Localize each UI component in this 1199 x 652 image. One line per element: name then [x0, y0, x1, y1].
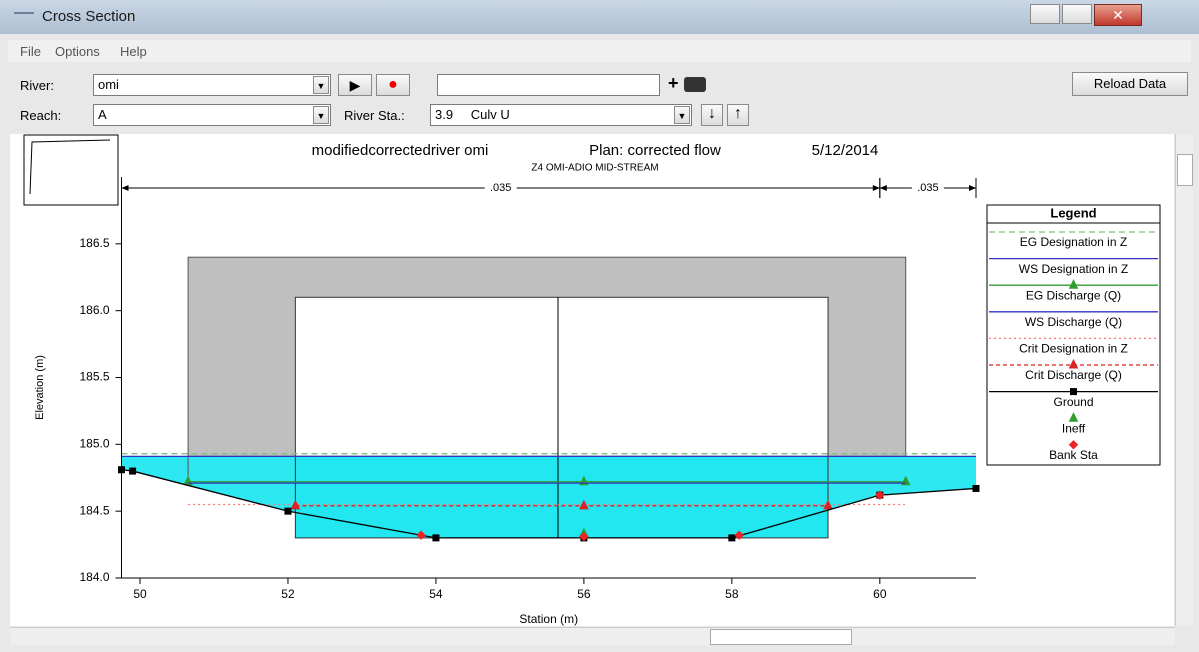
x-tick-label: 56: [577, 587, 591, 601]
marker-triangle: [290, 499, 301, 510]
overview-thumbnail[interactable]: [23, 134, 119, 206]
text-field[interactable]: [437, 74, 660, 96]
x-tick-label: 54: [429, 587, 443, 601]
vertical-scrollbar[interactable]: [1175, 134, 1193, 626]
y-tick-label: 186.0: [79, 303, 109, 317]
legend-label: Ineff: [1062, 421, 1086, 435]
legend-title: Legend: [1050, 205, 1096, 220]
arrow-head: [872, 185, 880, 191]
down-button[interactable]: ↓: [701, 104, 723, 126]
marker-square: [432, 534, 440, 542]
chart-plan: Plan: corrected flow: [589, 142, 721, 159]
chart: 50 52 54 56 58 60 184.0 184.5 185.0 185.5 186.0 186…: [10, 134, 1174, 626]
n-label-bg: [484, 181, 517, 195]
arrow-head: [121, 185, 129, 191]
legend-label: EG Designation in Z: [1020, 235, 1127, 249]
overview-shape: [29, 139, 111, 195]
x-tick-label: 60: [873, 587, 887, 601]
legend-label: Ground: [1053, 395, 1093, 409]
arrow-head: [879, 185, 887, 191]
river-label: River:: [20, 78, 54, 93]
legend-label: Crit Designation in Z: [1019, 342, 1128, 356]
y-axis-label: Elevation (m): [34, 355, 46, 420]
record-button[interactable]: ●: [376, 74, 410, 96]
add-button[interactable]: +: [668, 73, 679, 93]
marker-diamond: [1068, 440, 1079, 450]
y-tick-label: 184.5: [79, 503, 109, 517]
chart-date: 5/12/2014: [812, 142, 879, 159]
river-sta-value: 3.9: [435, 107, 454, 122]
marker-square: [972, 484, 980, 492]
marker-triangle: [1068, 358, 1079, 369]
x-tick-label: 52: [281, 587, 295, 601]
river-sta-label: River Sta.:: [344, 108, 405, 123]
marker-square: [129, 467, 137, 475]
up-button[interactable]: ↑: [727, 104, 749, 126]
marker-square: [1070, 388, 1077, 396]
scroll-thumb[interactable]: [1177, 154, 1193, 186]
marker-diamond: [579, 531, 589, 542]
camera-button[interactable]: [684, 77, 706, 92]
menu-bar: File Options Help: [8, 40, 1191, 62]
river-sta-combo[interactable]: 3.9 Culv U: [430, 104, 692, 126]
menu-item[interactable]: Options: [55, 44, 100, 59]
x-tick-label: 50: [133, 587, 147, 601]
marker-diamond: [875, 490, 885, 500]
x-axis-label: Station (m): [519, 612, 578, 626]
legend-label: Bank Sta: [1049, 448, 1098, 462]
culvert-barrel-water: [294, 455, 829, 539]
marker-triangle: [823, 499, 833, 510]
y-tick-label: 185.0: [79, 437, 109, 451]
scroll-thumb[interactable]: [710, 629, 852, 645]
reach-label: Reach:: [20, 108, 62, 123]
x-tick-label: 58: [725, 587, 739, 601]
minimize-button[interactable]: [1030, 4, 1060, 24]
horizontal-scrollbar[interactable]: [10, 627, 1175, 645]
n-label-bg: [911, 181, 944, 195]
title-bar: Cross Section ✕: [0, 0, 1199, 34]
legend-label: WS Designation in Z: [1019, 262, 1128, 276]
menu-item[interactable]: File: [20, 44, 41, 59]
legend-label: WS Discharge (Q): [1025, 315, 1122, 329]
legend-label: Crit Discharge (Q): [1025, 368, 1122, 382]
dropdown-arrow[interactable]: ▼: [313, 76, 329, 94]
n-label: .035: [490, 182, 511, 194]
marker-diamond: [734, 530, 744, 540]
y-tick-label: 186.5: [79, 236, 109, 250]
dropdown-arrow[interactable]: ▼: [313, 106, 329, 124]
menu-item[interactable]: Help: [120, 44, 147, 59]
chart-title: modifiedcorrectedriver omi: [312, 142, 489, 159]
marker-triangle: [1068, 412, 1079, 422]
river-value: omi: [98, 77, 119, 92]
close-button[interactable]: ✕: [1094, 4, 1142, 26]
legend-label: EG Discharge (Q): [1026, 288, 1121, 302]
arrow-head: [969, 185, 976, 191]
dropdown-arrow[interactable]: ▼: [674, 106, 690, 124]
river-combo[interactable]: omi: [93, 74, 331, 96]
n-label: .035: [917, 182, 938, 194]
reach-value: A: [98, 107, 107, 122]
chart-subtitle: Z4 OMI-ADIO MID-STREAM: [531, 163, 658, 174]
marker-triangle: [1068, 279, 1079, 289]
marker-triangle: [579, 499, 589, 510]
marker-diamond: [416, 530, 426, 540]
marker-square: [284, 507, 292, 515]
marker-square: [728, 534, 736, 542]
window-title: Cross Section: [42, 8, 136, 25]
reload-button[interactable]: Reload Data: [1072, 72, 1188, 96]
y-tick-label: 185.5: [79, 370, 109, 384]
reach-combo[interactable]: A: [93, 104, 331, 126]
river-sta-type: Culv U: [470, 107, 510, 122]
play-button[interactable]: ▶: [338, 74, 372, 96]
series-line: [121, 469, 977, 539]
window-icon: [14, 12, 34, 14]
maximize-button[interactable]: [1062, 4, 1092, 24]
y-tick-label: 184.0: [79, 570, 109, 584]
culvert-opening: [294, 296, 829, 457]
